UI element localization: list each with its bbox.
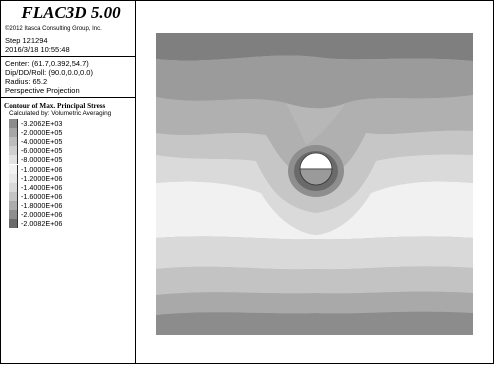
legend-label: -2.0082E+06 <box>21 219 63 229</box>
legend-label: -6.0000E+05 <box>21 146 63 156</box>
contour-band <box>156 95 473 183</box>
legend-label: -4.0000E+05 <box>21 137 63 147</box>
legend-label: -3.2062E+03 <box>21 119 63 128</box>
contour-band <box>156 236 473 270</box>
legend-swatch <box>9 128 18 138</box>
legend-swatch <box>9 200 18 210</box>
legend-label: -1.4000E+06 <box>21 182 63 192</box>
legend-label: -1.2000E+06 <box>21 173 63 183</box>
separator <box>1 56 135 57</box>
legend-subtitle: Calculated by: Volumetric Averaging <box>9 110 112 117</box>
copyright-text: ©2012 Itasca Consulting Group, Inc. <box>5 26 102 32</box>
contour-plot[interactable] <box>136 1 493 363</box>
tunnel-opening <box>299 152 333 170</box>
view-projection: Perspective Projection <box>5 86 80 95</box>
contour-band <box>156 130 473 213</box>
legend-label: -1.8000E+06 <box>21 200 63 210</box>
legend-title: Contour of Max. Principal Stress <box>4 102 106 110</box>
legend-swatch <box>9 155 18 165</box>
view-dip: Dip/DD/Roll: (90.0,0.0,0.0) <box>5 68 93 77</box>
legend-label: -2.0000E+06 <box>21 210 63 219</box>
view-radius: Radius: 65.2 <box>5 77 48 86</box>
legend-swatch <box>9 137 18 147</box>
legend-swatch <box>9 191 18 201</box>
contour-band <box>156 55 473 109</box>
model-viewport[interactable] <box>136 1 493 363</box>
legend-swatch <box>9 164 18 174</box>
step-count: Step 121294 <box>5 36 48 45</box>
contour-band <box>156 311 473 335</box>
legend-swatch <box>9 182 18 192</box>
title-block: FLAC3D 5.00 ©2012 Itasca Consulting Grou… <box>1 1 135 101</box>
app-title: FLAC3D 5.00 <box>21 3 121 22</box>
contour-band <box>156 181 473 240</box>
separator <box>1 97 135 98</box>
legend-swatch <box>9 219 18 229</box>
legend-label: -2.0000E+05 <box>21 128 63 138</box>
legend-swatch <box>9 173 18 183</box>
legend-swatch <box>9 146 18 156</box>
legend-label: -1.0000E+06 <box>21 164 63 174</box>
legend-label: -1.6000E+06 <box>21 191 63 201</box>
contour-band <box>156 291 473 315</box>
timestamp: 2016/3/18 10:55:48 <box>5 45 70 54</box>
info-sidebar: FLAC3D 5.00 ©2012 Itasca Consulting Grou… <box>1 1 136 363</box>
contour-band <box>156 33 473 61</box>
legend-label: -8.0000E+05 <box>21 155 63 165</box>
legend-swatch <box>9 119 18 128</box>
contour-band <box>156 154 473 235</box>
tunnel-floor <box>299 168 333 186</box>
contour-band <box>156 266 473 295</box>
legend-swatch <box>9 210 18 219</box>
view-center: Center: (61.7,0.392,54.7) <box>5 59 89 68</box>
